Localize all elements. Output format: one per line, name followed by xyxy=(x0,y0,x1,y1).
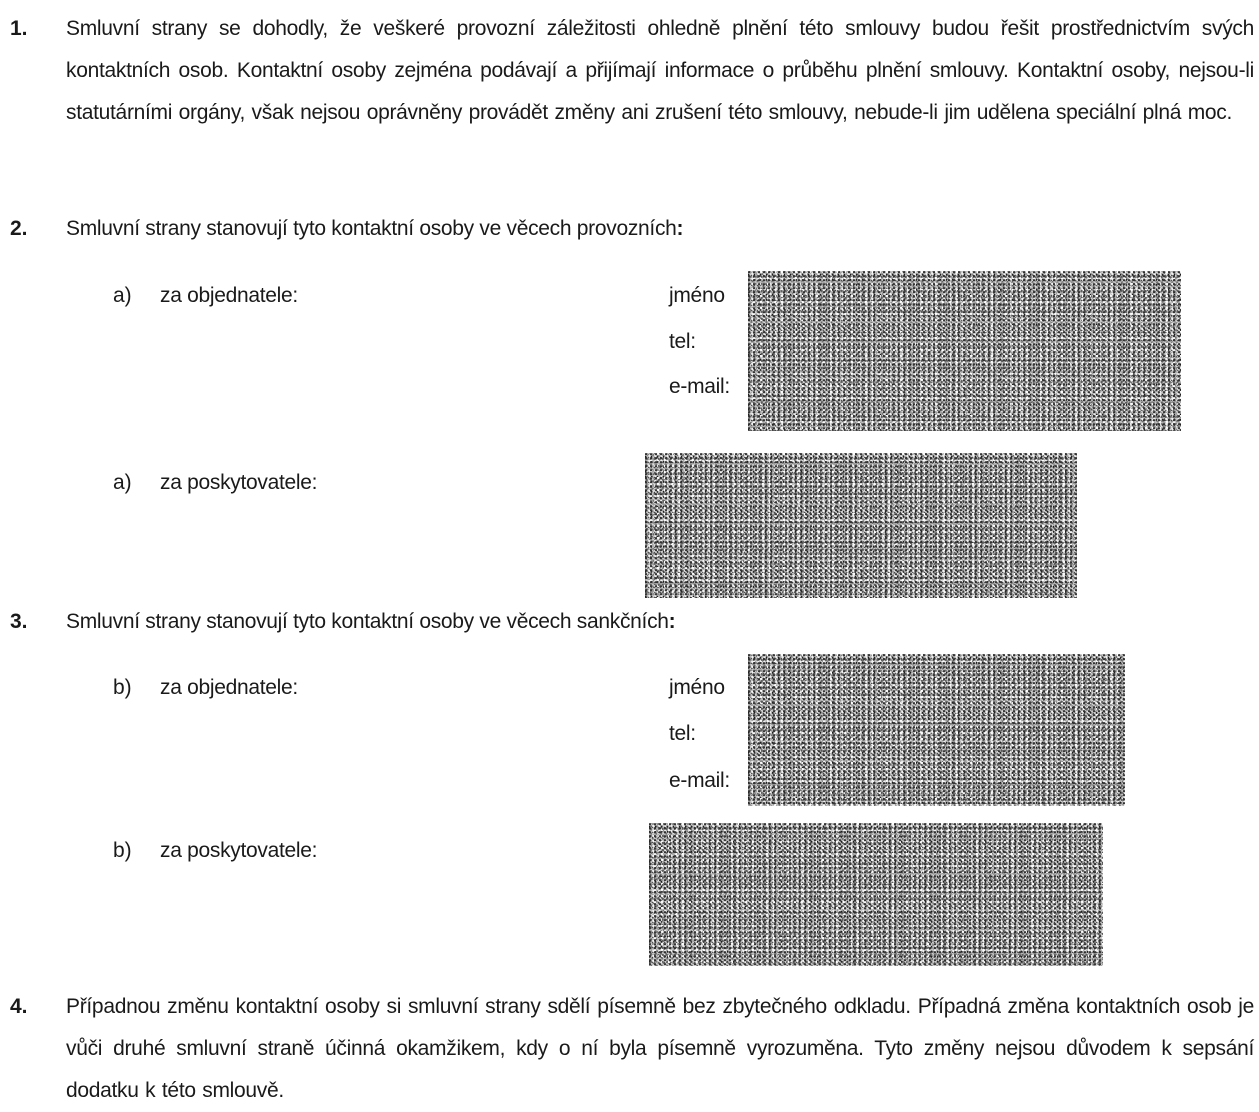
section-4-text: Případnou změnu kontaktní osoby si smluv… xyxy=(66,995,1254,1102)
section-2-item-1-tel-label: tel: xyxy=(669,330,696,353)
redacted-contact-block xyxy=(748,654,1125,806)
section-3-item-1-letter: b) xyxy=(113,676,132,699)
section-2-number: 2. xyxy=(10,217,28,240)
section-3-item-1-email-label: e-mail: xyxy=(669,769,730,792)
redacted-contact-block xyxy=(649,823,1103,966)
section-2-item-2-label: za poskytovatele: xyxy=(160,471,318,494)
section-3-item-1-label: za objednatele: xyxy=(160,676,298,699)
section-2-item-1-letter: a) xyxy=(113,284,132,307)
section-2-heading: Smluvní strany stanovují tyto kontaktní … xyxy=(66,208,684,250)
section-3-item-1-name-label: jméno xyxy=(669,676,725,699)
section-1-text: Smluvní strany se dohodly, že veškeré pr… xyxy=(66,17,1254,124)
section-3-heading: Smluvní strany stanovují tyto kontaktní … xyxy=(66,601,676,643)
section-2-item-2-letter: a) xyxy=(113,471,132,494)
section-3-item-1-tel-label: tel: xyxy=(669,722,696,745)
section-3-colon: : xyxy=(668,610,676,633)
section-4-number: 4. xyxy=(10,995,28,1018)
section-3-text: Smluvní strany stanovují tyto kontaktní … xyxy=(66,610,669,633)
redacted-contact-block xyxy=(645,453,1077,598)
section-2-text: Smluvní strany stanovují tyto kontaktní … xyxy=(66,217,677,240)
section-2-item-1-email-label: e-mail: xyxy=(669,375,730,398)
section-2-colon: : xyxy=(676,217,684,240)
section-2-item-1-name-label: jméno xyxy=(669,284,725,307)
section-2-item-1-label: za objednatele: xyxy=(160,284,298,307)
section-3-item-2-letter: b) xyxy=(113,839,132,862)
section-1-number: 1. xyxy=(10,17,28,40)
section-3-item-2-label: za poskytovatele: xyxy=(160,839,318,862)
section-3-number: 3. xyxy=(10,610,28,633)
redacted-contact-block xyxy=(748,271,1181,431)
